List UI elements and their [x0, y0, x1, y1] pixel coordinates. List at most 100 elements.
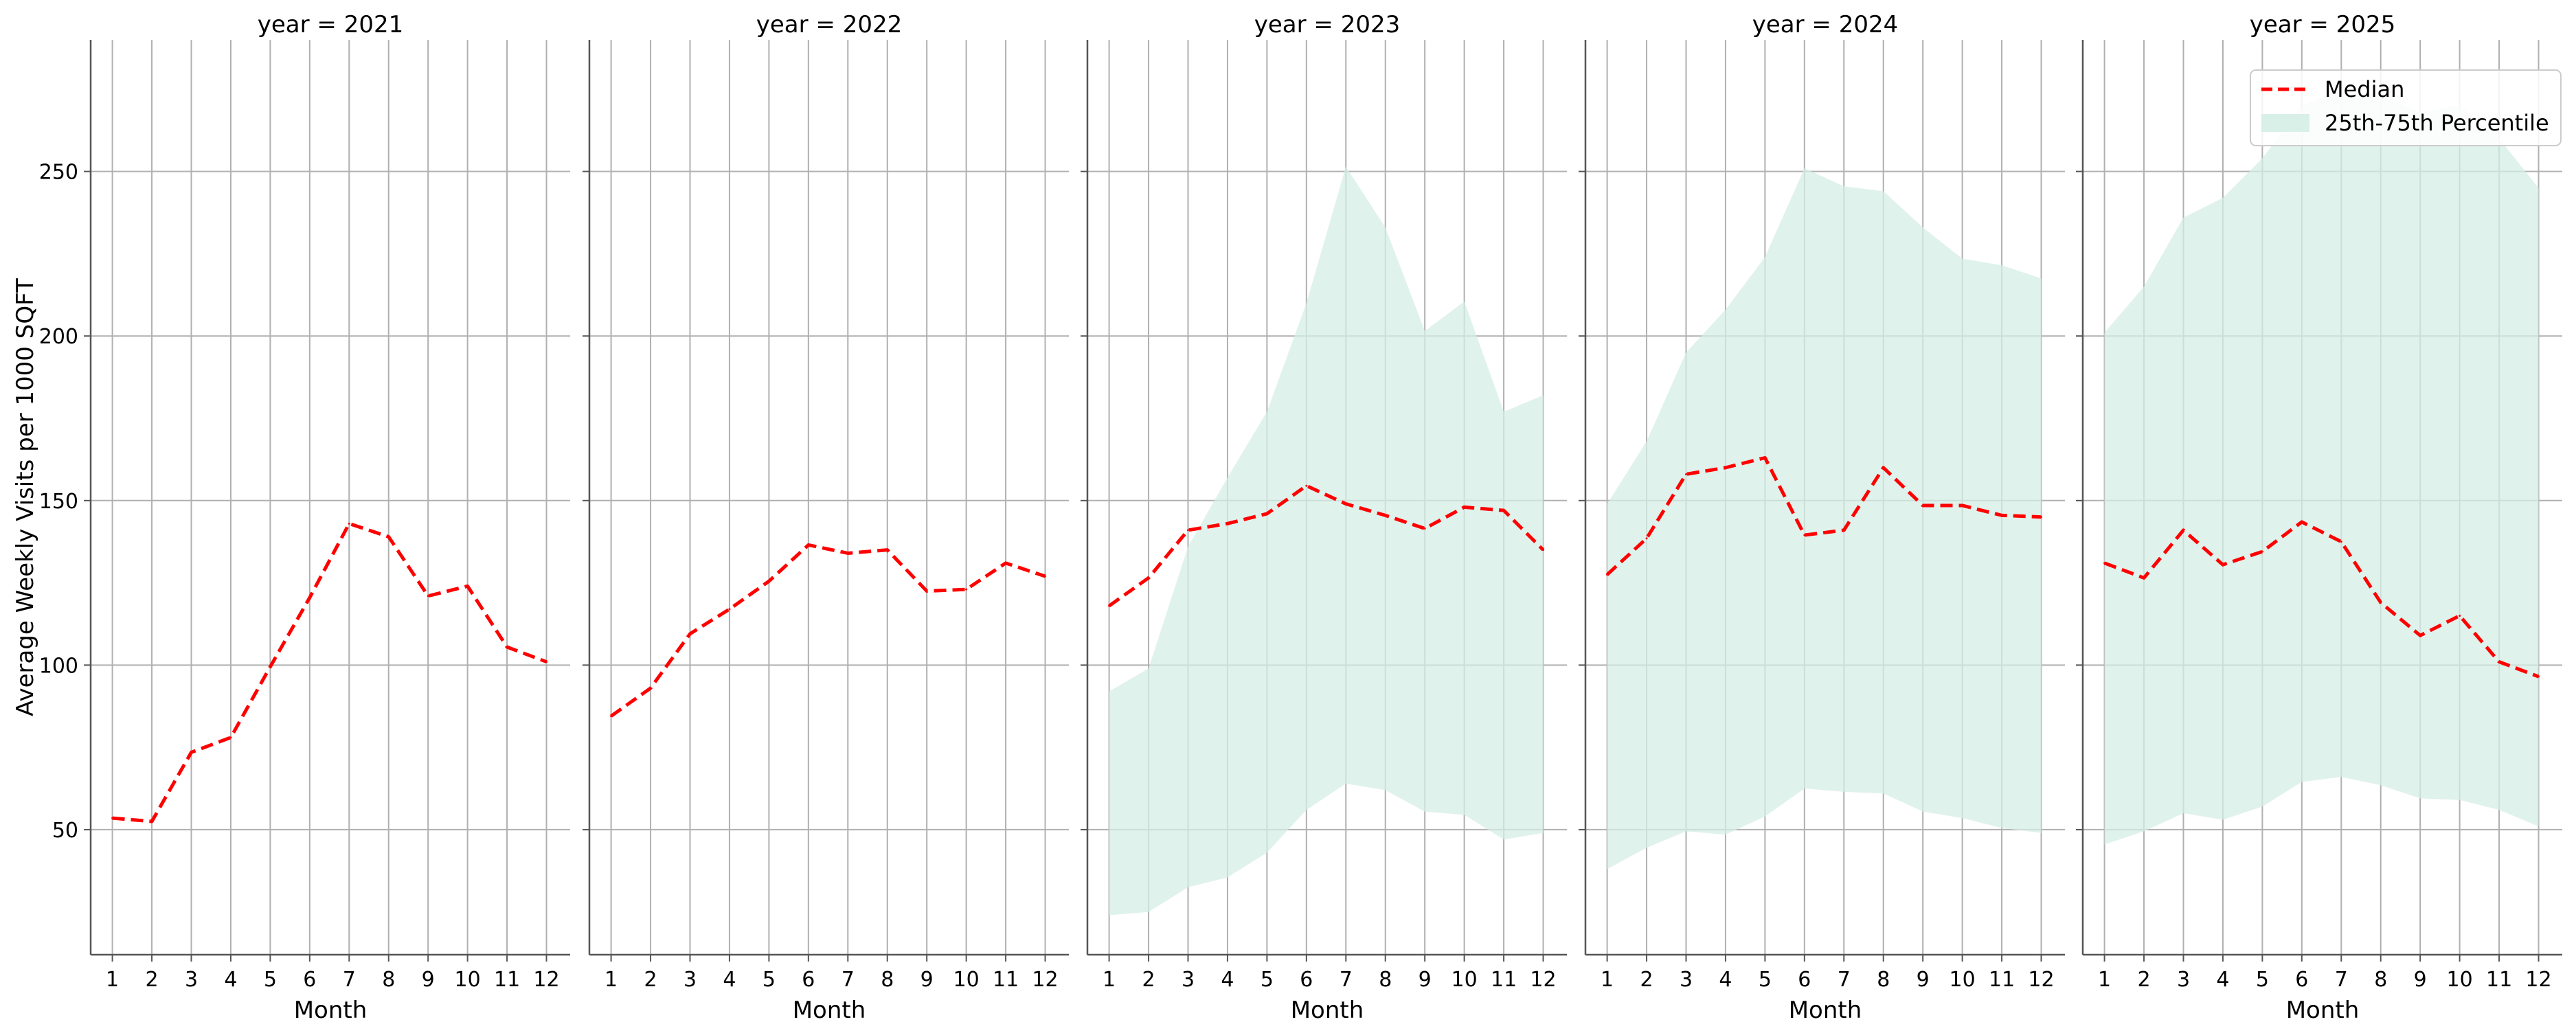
- x-tick-label: 4: [224, 968, 237, 992]
- median-point: [688, 633, 691, 635]
- x-tick-label: 5: [1261, 968, 1274, 992]
- median-point: [2340, 541, 2342, 543]
- x-axis-label: Month: [1789, 997, 1862, 1024]
- median-point: [150, 820, 153, 823]
- y-tick-label: 250: [39, 161, 78, 185]
- x-tick-label: 4: [1719, 968, 1732, 992]
- median-point: [1803, 534, 1806, 536]
- median-point: [229, 736, 232, 739]
- median-point: [387, 535, 390, 538]
- legend-frame: [2250, 69, 2562, 146]
- x-tick-label: 11: [993, 968, 1019, 992]
- median-point: [886, 549, 889, 552]
- panel-title: year = 2025: [2250, 11, 2395, 38]
- x-tick-label: 7: [841, 968, 855, 992]
- x-tick-label: 3: [1182, 968, 1195, 992]
- x-tick-label: 1: [1601, 968, 1614, 992]
- median-point: [807, 543, 810, 546]
- x-tick-label: 12: [1530, 968, 1556, 992]
- median-point: [610, 715, 613, 718]
- median-point: [2000, 514, 2003, 516]
- x-tick-label: 3: [185, 968, 198, 992]
- median-point: [1004, 562, 1007, 565]
- x-tick-label: 2: [644, 968, 657, 992]
- median-point: [466, 584, 469, 587]
- median-point: [728, 608, 731, 611]
- x-axis-label: Month: [294, 997, 368, 1024]
- y-tick-label: 150: [39, 490, 78, 514]
- median-line: [112, 521, 547, 824]
- median-point: [1645, 537, 1648, 540]
- x-tick-label: 10: [2447, 968, 2473, 992]
- legend-median-label: Median: [2325, 76, 2404, 102]
- median-point: [2301, 521, 2303, 523]
- x-tick-label: 12: [2525, 968, 2551, 992]
- x-tick-label: 11: [1491, 968, 1517, 992]
- y-axis-label: Average Weekly Visits per 1000 SQFT: [12, 278, 39, 716]
- x-tick-label: 12: [1032, 968, 1058, 992]
- median-point: [846, 552, 849, 554]
- x-tick-label: 10: [1950, 968, 1976, 992]
- median-point: [649, 687, 652, 690]
- panel-title: year = 2022: [756, 11, 902, 38]
- panel-title: year = 2024: [1752, 11, 1898, 38]
- median-point: [1147, 576, 1150, 579]
- y-tick-label: 100: [39, 654, 78, 678]
- median-point: [190, 751, 192, 753]
- x-tick-label: 8: [2374, 968, 2387, 992]
- median-point: [2261, 550, 2263, 553]
- median-point: [767, 580, 770, 582]
- x-tick-label: 9: [1419, 968, 1432, 992]
- median-point: [2103, 562, 2106, 565]
- median-point: [1344, 503, 1347, 506]
- x-tick-label: 5: [2256, 968, 2269, 992]
- x-tick-label: 2: [1640, 968, 1653, 992]
- x-tick-label: 8: [1877, 968, 1890, 992]
- median-point: [1108, 604, 1111, 607]
- median-point: [1842, 529, 1845, 532]
- x-tick-label: 10: [455, 968, 481, 992]
- x-tick-label: 5: [264, 968, 277, 992]
- x-tick-label: 4: [2216, 968, 2229, 992]
- legend-band-swatch: [2261, 114, 2309, 132]
- median-point: [1921, 504, 1924, 507]
- median-point: [269, 666, 271, 668]
- x-tick-label: 10: [1451, 968, 1478, 992]
- x-axis-label: Month: [793, 997, 866, 1024]
- x-tick-label: 8: [881, 968, 894, 992]
- x-tick-label: 4: [1221, 968, 1234, 992]
- legend-band-label: 25th-75th Percentile: [2325, 110, 2549, 136]
- x-tick-label: 7: [2335, 968, 2348, 992]
- x-tick-label: 5: [762, 968, 776, 992]
- x-tick-label: 6: [802, 968, 815, 992]
- x-tick-label: 6: [1300, 968, 1313, 992]
- percentile-band: [2104, 89, 2539, 845]
- x-tick-label: 2: [2137, 968, 2150, 992]
- x-tick-label: 7: [1838, 968, 1851, 992]
- percentile-band: [1109, 166, 1544, 916]
- x-tick-label: 8: [382, 968, 395, 992]
- y-tick-label: 200: [39, 325, 78, 349]
- median-point: [1542, 549, 1545, 552]
- median-point: [348, 522, 350, 525]
- x-axis-label: Month: [2286, 997, 2360, 1024]
- x-tick-label: 7: [1340, 968, 1353, 992]
- median-point: [1423, 527, 1426, 530]
- median-line: [610, 543, 1046, 718]
- x-tick-label: 9: [2414, 968, 2427, 992]
- median-point: [965, 588, 968, 591]
- x-axis-label: Month: [1291, 997, 1364, 1024]
- x-tick-label: 1: [1103, 968, 1116, 992]
- x-tick-label: 1: [2098, 968, 2111, 992]
- median-point: [1882, 466, 1885, 469]
- median-point: [545, 661, 548, 663]
- median-point: [308, 596, 311, 599]
- x-tick-label: 12: [533, 968, 559, 992]
- y-tick-label: 50: [52, 819, 78, 843]
- panel-title: year = 2023: [1254, 11, 1400, 38]
- median-line: [1605, 456, 2042, 576]
